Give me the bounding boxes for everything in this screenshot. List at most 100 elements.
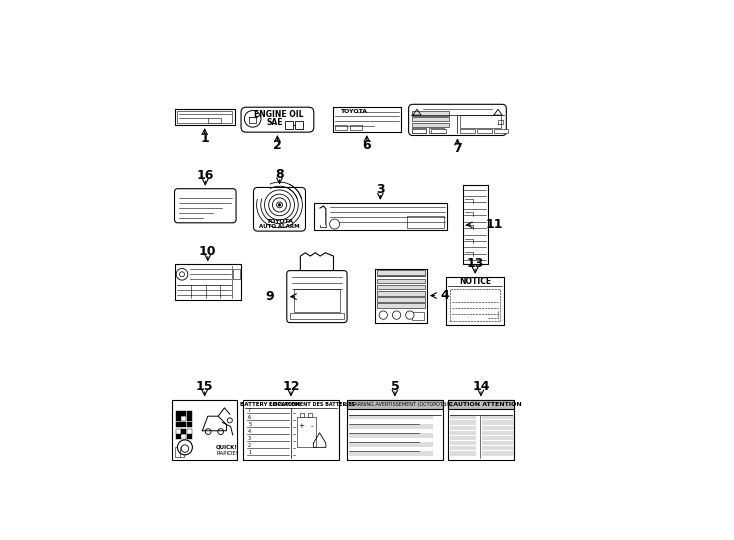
Bar	[477, 129, 492, 133]
Bar	[181, 422, 186, 427]
Text: +: +	[298, 423, 304, 429]
Bar	[412, 111, 449, 116]
Text: 12: 12	[282, 380, 299, 393]
Circle shape	[228, 418, 232, 423]
Bar	[175, 422, 181, 427]
Circle shape	[181, 445, 189, 453]
FancyBboxPatch shape	[287, 271, 347, 322]
Text: RAPIDE!: RAPIDE!	[216, 451, 238, 456]
Bar	[446, 277, 504, 325]
Text: 5: 5	[390, 380, 399, 393]
Bar	[347, 400, 443, 409]
Text: QUICK!: QUICK!	[216, 445, 238, 450]
Text: AUTO ALARM: AUTO ALARM	[259, 224, 299, 228]
Bar	[375, 268, 427, 322]
Bar	[208, 118, 221, 123]
Bar	[450, 436, 476, 440]
Text: 6: 6	[363, 139, 371, 152]
Bar	[186, 411, 192, 416]
Bar	[482, 431, 514, 435]
FancyBboxPatch shape	[409, 104, 506, 136]
Bar	[482, 426, 514, 430]
Bar	[186, 429, 192, 434]
Bar	[429, 129, 444, 133]
Bar	[494, 129, 509, 133]
Bar	[482, 436, 514, 440]
Text: NOTICE: NOTICE	[459, 278, 491, 286]
Bar	[377, 270, 425, 275]
FancyBboxPatch shape	[241, 107, 314, 132]
Bar	[295, 122, 303, 129]
Bar	[460, 129, 474, 133]
Bar	[172, 400, 237, 460]
Text: ENGINE OIL: ENGINE OIL	[254, 110, 303, 119]
Bar	[482, 447, 514, 450]
Text: 4: 4	[248, 429, 251, 434]
Bar	[175, 109, 235, 125]
Bar	[349, 451, 433, 456]
Bar	[448, 400, 515, 409]
Bar	[412, 123, 449, 127]
Text: 13: 13	[466, 257, 484, 270]
Bar	[175, 265, 241, 300]
Bar	[412, 117, 449, 122]
Circle shape	[393, 311, 401, 319]
Text: TOYOTA: TOYOTA	[266, 219, 293, 225]
Bar	[349, 434, 433, 437]
Circle shape	[178, 440, 192, 455]
Circle shape	[244, 111, 261, 127]
Text: 2: 2	[273, 139, 282, 152]
Bar	[285, 122, 293, 129]
Bar	[377, 303, 425, 308]
FancyBboxPatch shape	[175, 188, 236, 223]
Circle shape	[176, 268, 188, 280]
Text: ⚠ ⚠ WARNING AVERTISSEMENT (OCTOPOTHO): ⚠ ⚠ WARNING AVERTISSEMENT (OCTOPOTHO)	[338, 402, 452, 407]
Bar	[181, 429, 186, 434]
Text: TOYOTA: TOYOTA	[340, 109, 367, 114]
Text: 8: 8	[275, 167, 284, 181]
Bar	[407, 216, 444, 228]
Text: 7: 7	[248, 408, 251, 413]
Bar	[450, 415, 476, 420]
Polygon shape	[300, 253, 333, 271]
Bar	[186, 416, 192, 421]
Text: 11: 11	[485, 218, 503, 231]
Bar	[450, 426, 476, 430]
Bar	[412, 129, 426, 133]
Text: EMPLACEMENT DES BATTERIES: EMPLACEMENT DES BATTERIES	[269, 402, 355, 407]
Bar	[243, 400, 339, 460]
Bar	[412, 129, 426, 133]
Bar	[482, 415, 514, 420]
Text: 14: 14	[472, 380, 490, 393]
Text: 16: 16	[197, 169, 214, 182]
Text: 3: 3	[248, 436, 251, 441]
Bar	[450, 447, 476, 450]
Bar	[177, 111, 232, 123]
Bar	[450, 289, 500, 321]
Text: -: -	[310, 423, 313, 429]
Text: 10: 10	[199, 245, 217, 258]
Bar	[314, 203, 447, 230]
Bar	[413, 312, 424, 320]
Circle shape	[278, 204, 280, 206]
Bar	[308, 413, 313, 417]
Bar	[186, 422, 192, 427]
Bar	[349, 442, 433, 447]
Bar	[482, 441, 514, 445]
Bar	[482, 451, 514, 456]
Circle shape	[406, 311, 414, 319]
Bar	[175, 434, 181, 439]
Text: ⚠ CAUTION ATTENTION: ⚠ CAUTION ATTENTION	[440, 402, 521, 407]
Bar	[482, 421, 514, 424]
Bar	[181, 416, 186, 421]
Bar	[349, 424, 433, 429]
Bar	[300, 413, 304, 417]
Text: 9: 9	[265, 290, 274, 303]
Circle shape	[218, 429, 224, 435]
Bar	[462, 185, 487, 265]
Bar	[460, 115, 501, 128]
Circle shape	[180, 272, 184, 277]
FancyBboxPatch shape	[253, 187, 305, 231]
Bar	[181, 411, 186, 416]
Text: 6: 6	[248, 415, 251, 420]
